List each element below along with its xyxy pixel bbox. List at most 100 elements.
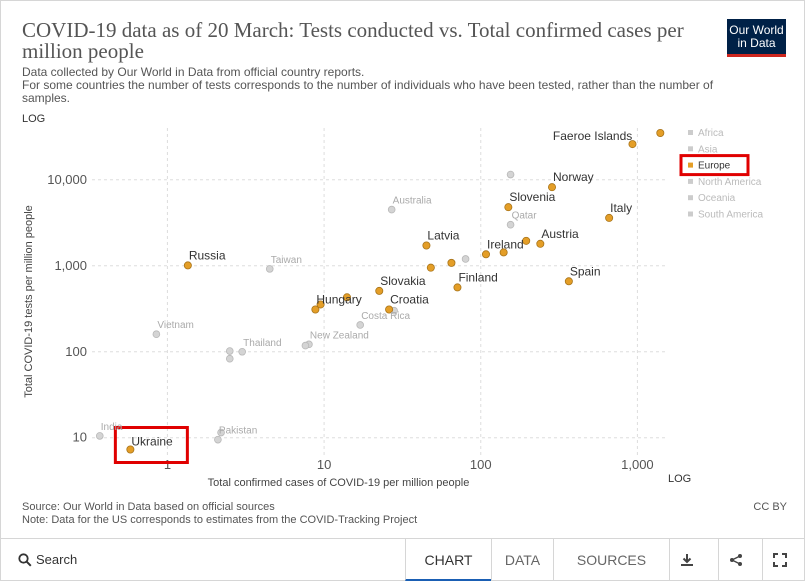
- point-label: Costa Rica: [361, 311, 410, 322]
- point-label: Slovakia: [380, 274, 426, 288]
- owid-logo[interactable]: Our World in Data: [727, 19, 786, 57]
- point-label: Qatar: [512, 211, 538, 222]
- share-button[interactable]: [718, 539, 752, 581]
- share-icon: [729, 554, 742, 566]
- data-point: [387, 205, 396, 214]
- legend-item: Europe: [698, 161, 731, 172]
- legend-swatch: [688, 130, 693, 135]
- download-button[interactable]: [669, 539, 703, 581]
- license-link[interactable]: CC BY: [753, 501, 787, 513]
- legend-swatch: [688, 178, 693, 184]
- x-tick-label: 10: [317, 457, 331, 472]
- data-point: [126, 445, 135, 454]
- data-point: [564, 277, 573, 286]
- tab-sources[interactable]: SOURCES: [553, 539, 669, 581]
- data-point: [656, 128, 665, 137]
- data-point: [375, 286, 384, 295]
- point-label: Ireland: [487, 237, 524, 251]
- legend-swatch: [688, 211, 693, 217]
- data-point: [225, 347, 234, 355]
- chart-subtitle: Data collected by Our World in Data from…: [22, 66, 762, 105]
- data-point: [422, 241, 431, 250]
- point-label: Slovenia: [509, 190, 555, 204]
- point-label: Austria: [541, 227, 579, 241]
- point-label: Croatia: [390, 293, 429, 307]
- y-tick-label: 100: [65, 344, 87, 359]
- chart-footer: Source: Our World in Data based on offic…: [22, 501, 417, 527]
- search-label: Search: [36, 552, 78, 567]
- point-label: Hungary: [316, 293, 361, 307]
- point-label: Ukraine: [131, 434, 173, 448]
- data-point: [499, 248, 508, 257]
- y-tick-label: 1,000: [54, 258, 87, 273]
- data-point: [536, 239, 545, 248]
- controls-bar: Search CHART DATA SOURCES: [0, 538, 805, 581]
- source-text: Source: Our World in Data based on offic…: [22, 501, 275, 513]
- x-tick-label: 1,000: [621, 457, 654, 472]
- point-label: Australia: [393, 196, 432, 207]
- tab-data[interactable]: DATA: [491, 539, 553, 581]
- legend-item: South America: [698, 210, 763, 221]
- search-icon: [18, 552, 32, 567]
- point-label: Thailand: [243, 338, 281, 349]
- subtitle-line: Data collected by Our World in Data from…: [22, 65, 365, 79]
- logo-line: in Data: [737, 36, 776, 50]
- data-point: [522, 236, 531, 245]
- legend-item: Asia: [698, 144, 718, 155]
- logo-bar: [727, 54, 786, 57]
- point-label: Finland: [458, 270, 497, 284]
- point-label: Vietnam: [157, 320, 194, 331]
- data-point: [95, 432, 104, 440]
- legend-item: Oceania: [698, 193, 736, 204]
- legend-swatch: [688, 162, 693, 168]
- fullscreen-button[interactable]: [762, 539, 796, 581]
- data-point: [225, 354, 234, 363]
- data-point: [183, 261, 192, 270]
- x-scale-toggle: LOG: [668, 473, 691, 485]
- data-point: [628, 140, 637, 149]
- data-point: [385, 305, 394, 314]
- data-point: [453, 283, 462, 292]
- scatter-chart: 10 100 1,000 10,000 1 10 100 1,000 Total confirm…: [22, 113, 763, 489]
- data-point: [214, 435, 222, 444]
- y-axis-label: Total COVID-19 tests per million people: [23, 205, 35, 398]
- point-label: India: [101, 422, 123, 433]
- data-point: [506, 170, 515, 179]
- legend-swatch: [688, 146, 693, 152]
- data-point: [548, 183, 557, 192]
- data-point: [217, 428, 225, 437]
- data-point: [265, 265, 274, 273]
- tab-chart[interactable]: CHART: [405, 539, 491, 581]
- data-point: [311, 305, 320, 314]
- data-point: [426, 263, 435, 272]
- point-label: New Zealand: [310, 330, 369, 341]
- data-point: [342, 293, 351, 302]
- data-point: [481, 250, 490, 259]
- point-label: Norway: [553, 170, 594, 184]
- point-label: Pakistan: [219, 426, 257, 437]
- search-button[interactable]: Search: [18, 552, 77, 567]
- chart-title: COVID-19 data as of 20 March: Tests cond…: [22, 18, 684, 63]
- point-label: Spain: [570, 264, 601, 278]
- data-point: [301, 341, 310, 350]
- legend-item: North America: [698, 177, 762, 188]
- legend-highlight-box: [679, 154, 750, 177]
- data-point: [356, 321, 364, 329]
- x-tick-label: 100: [470, 457, 492, 472]
- y-scale-toggle: LOG: [22, 113, 45, 125]
- data-point: [447, 258, 456, 267]
- data-point: [152, 330, 161, 339]
- fullscreen-icon: [772, 553, 787, 567]
- point-label: Taiwan: [271, 255, 302, 266]
- data-point: [461, 255, 470, 263]
- point-label: Latvia: [427, 229, 459, 243]
- data-point: [316, 300, 325, 309]
- subtitle-line: For some countries the number of tests c…: [22, 78, 714, 92]
- point-label: Italy: [610, 201, 632, 215]
- y-tick-label: 10,000: [47, 172, 87, 187]
- x-tick-label: 1: [164, 457, 171, 472]
- point-label: Russia: [189, 248, 226, 262]
- download-icon: [680, 554, 693, 566]
- y-tick-label: 10: [73, 430, 87, 445]
